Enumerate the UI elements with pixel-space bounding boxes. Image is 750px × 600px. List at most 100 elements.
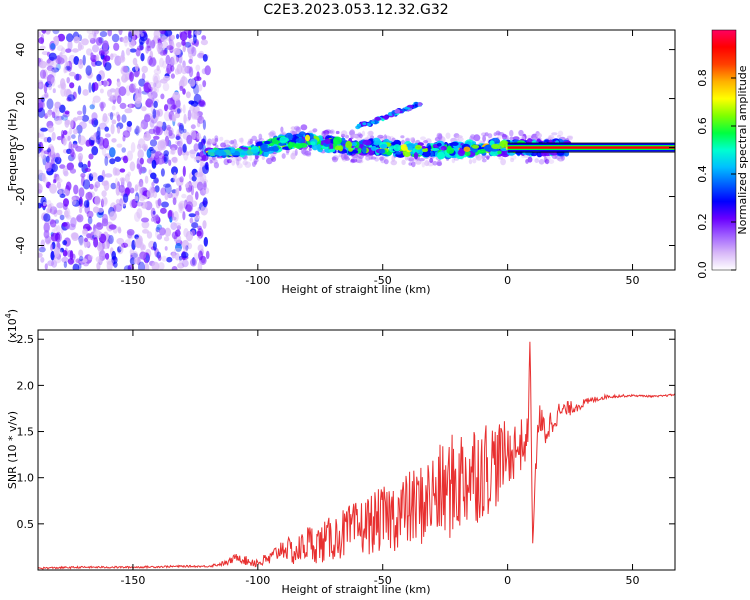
heatmap-cell [177,122,182,127]
heatmap-cell [81,258,88,263]
heatmap-cell [193,76,202,82]
heatmap-cell [149,139,158,147]
heatmap-cell [78,121,87,130]
heatmap-cell [548,159,555,165]
x-tick-label: -150 [120,274,145,287]
heatmap-cell [401,139,406,145]
x-tick-label: -100 [245,574,270,587]
heatmap-cell [270,155,275,161]
heatmap-cell [63,66,67,74]
heatmap-cell [52,179,57,184]
heatmap-cell [545,158,549,165]
heatmap-cell [329,129,335,135]
heatmap-cell [264,140,271,145]
heatmap-cell [400,144,408,151]
heatmap-cell [68,71,76,77]
heatmap-cell [198,250,203,261]
heatmap-cell [280,126,284,133]
heatmap-cell [414,144,422,150]
heatmap-cell [472,158,477,164]
heatmap-cell [56,181,62,189]
heatmap-cell [55,63,61,71]
x-tick-label: -150 [120,574,145,587]
heatmap-cell [38,252,43,258]
heatmap-cell [404,156,409,161]
heatmap-cell [176,33,180,40]
snr-frame [37,329,676,571]
heatmap-cell [156,65,160,72]
heatmap-cell [518,129,524,137]
heatmap-cell [69,127,73,135]
heatmap-cell [183,245,189,253]
heatmap-cell [166,45,174,51]
heatmap-cell [116,95,122,104]
heatmap-cell [372,137,381,146]
heatmap-cell [186,201,194,213]
heatmap-cell [193,32,197,44]
heatmap-cell [142,167,146,172]
heatmap-cell [351,142,357,147]
heatmap-cell [94,195,101,206]
heatmap-cell [38,183,43,194]
heatmap-cell [232,142,239,149]
heatmap-cell [121,242,129,248]
heatmap-cell [41,173,47,183]
heatmap-cell [188,213,196,218]
heatmap-cell [493,132,497,137]
heatmap-cell [144,262,150,270]
heatmap-cell [133,237,142,248]
heatmap-cell [255,141,263,146]
heatmap-cell [456,135,463,139]
heatmap-cell [162,49,168,56]
heatmap-cell [54,117,63,125]
heatmap-cell [168,129,173,137]
heatmap-cell [129,187,135,194]
heatmap-cell [182,128,187,133]
heatmap-cell [80,44,84,50]
heatmap-cell [194,156,202,161]
heatmap-cell [188,100,195,105]
heatmap-cell [161,255,167,262]
heatmap-cell [52,88,56,94]
heatmap-cell [121,36,130,44]
heatmap-cell [105,252,110,260]
heatmap-cell [178,124,185,134]
heatmap-cell [168,159,172,166]
heatmap-cell [101,196,108,207]
heatmap-cell [410,137,414,142]
heatmap-cell [90,118,95,126]
heatmap-cell [74,73,82,81]
heatmap-cell [536,132,542,139]
heatmap-cell [202,220,207,229]
heatmap-cell [70,217,77,228]
heatmap-cell [357,160,364,164]
heatmap-cell [124,239,132,248]
heatmap-cell [79,207,83,214]
heatmap-cell [139,242,144,251]
heatmap-cell [104,173,113,178]
heatmap-cell [135,125,140,136]
heatmap-cell [171,266,178,270]
heatmap-cell [107,89,112,98]
heatmap-cell [143,133,152,142]
heatmap-cell [489,150,499,157]
heatmap-cell [50,43,56,50]
chart-title: C2E3.2023.053.12.32.G32 [263,2,448,18]
heatmap-cell [249,155,253,162]
heatmap-cell [53,209,58,217]
heatmap-cell [279,136,288,144]
heatmap-cell [182,46,186,52]
heatmap-cell [310,141,316,146]
heatmap-cell [45,30,51,35]
heatmap-cell [161,201,169,208]
heatmap-cell [525,159,530,163]
heatmap-cell [191,175,197,182]
heatmap-cell [78,135,86,146]
heatmap-cell [96,74,102,82]
heatmap-cell [150,172,157,180]
heatmap-cell [141,72,146,81]
heatmap-cell [62,111,70,118]
heatmap-cell [187,30,192,39]
heatmap-cell [202,187,210,195]
heatmap-cell [123,193,129,203]
